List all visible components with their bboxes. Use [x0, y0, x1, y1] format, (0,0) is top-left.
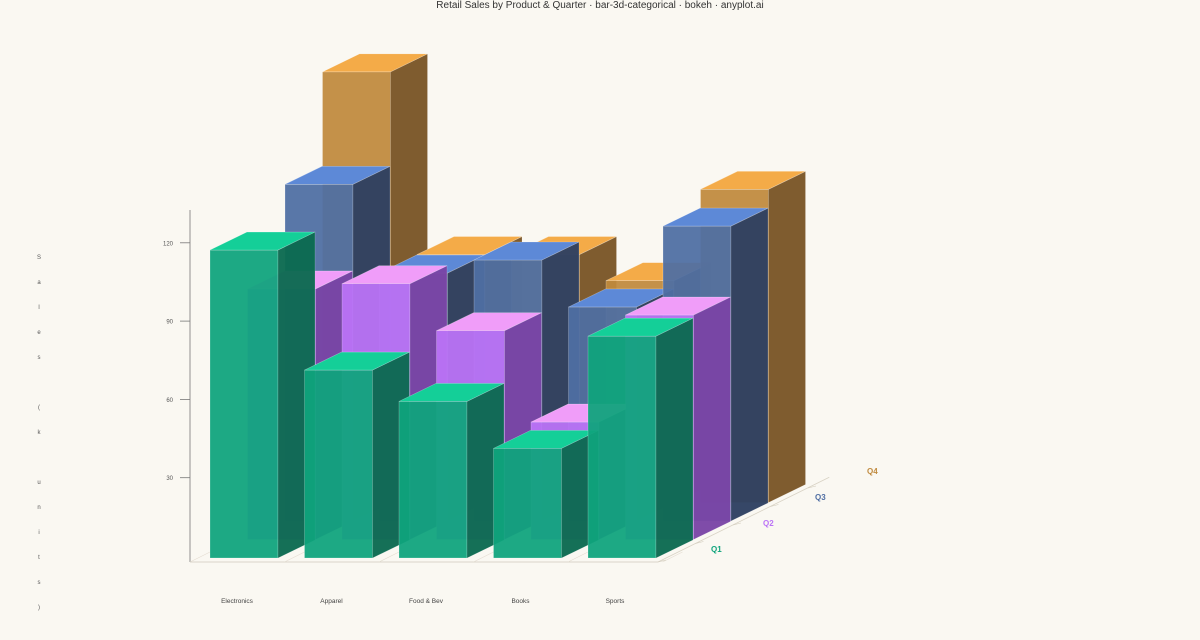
depth-tick [770, 504, 779, 507]
bar-top-face [284, 166, 391, 185]
y-axis-label-char: s [37, 580, 41, 586]
x-tick-label-electronics: Electronics [221, 598, 254, 605]
bar-front-face [304, 369, 373, 559]
series-q1 [209, 231, 694, 559]
y-axis-label-char: S [36, 255, 41, 261]
bar-side-face [655, 317, 694, 559]
bar-front-face [398, 401, 468, 559]
y-axis-label-char: e [37, 330, 41, 336]
y-axis-label-char: i [38, 530, 40, 536]
y-axis-label-char: ( [38, 405, 40, 411]
floor-grid-line [189, 551, 211, 563]
bar-top-face [416, 236, 523, 255]
bar-front-face [587, 335, 657, 559]
x-tick-label-apparel: Apparel [320, 598, 343, 605]
bar-top-face [322, 53, 428, 73]
y-tick-label: 90 [166, 320, 173, 326]
bar-top-face [341, 265, 448, 285]
depth-tick [807, 485, 817, 489]
y-axis-label-char: k [37, 430, 41, 436]
series-label-q1: Q1 [711, 545, 722, 554]
bar-top-face [398, 383, 505, 402]
axes: 30 60 90 120 Electronics Apparel Food & Bev Boo… [163, 210, 878, 605]
bar-top-face [587, 317, 694, 337]
y-axis-label-char: t [38, 555, 40, 561]
depth-tick [732, 522, 742, 526]
bar-front-face [493, 448, 562, 559]
y-tick-label: 120 [163, 241, 174, 247]
bar-front-face [209, 249, 279, 559]
bar-electronics-q1 [209, 231, 316, 559]
bars [209, 53, 806, 559]
bar-top-face [436, 312, 542, 332]
bar-top-face [625, 296, 731, 316]
series-label-q4: Q4 [867, 467, 878, 476]
y-tick-label: 30 [166, 476, 173, 482]
y-axis-label-char: u [37, 480, 41, 486]
x-tick-label-food-bev: Food & Bev [409, 598, 444, 605]
bar-top-face [473, 241, 580, 261]
x-tick-label-books: Books [511, 598, 530, 605]
y-axis-label-char: ) [38, 605, 40, 611]
series-label-q3: Q3 [815, 493, 826, 502]
series-label-q2: Q2 [763, 519, 774, 528]
floor-grid-line [284, 551, 305, 563]
y-axis-label-char: n [37, 505, 41, 511]
depth-tick [657, 559, 667, 563]
bar-side-face [730, 207, 769, 522]
bar-sports-q1 [587, 317, 694, 559]
bar-side-face [693, 296, 731, 540]
floor-grid-line [473, 551, 494, 563]
bar-top-face [662, 207, 769, 227]
depth-tick [695, 541, 704, 544]
bar-top-face [700, 171, 806, 190]
y-tick-label: 60 [166, 398, 173, 404]
bar-books-q1 [493, 429, 599, 559]
depth-axis-line [657, 476, 830, 563]
bar-top-face [209, 231, 316, 251]
y-axis-label-char: l [38, 305, 40, 311]
bar-food-bev-q1 [398, 382, 505, 559]
bar-apparel-q1 [304, 351, 410, 559]
bar-side-face [768, 170, 806, 503]
y-axis-label-char: a [37, 280, 41, 286]
floor-grid-line [378, 551, 400, 563]
y-axis-label-char: s [37, 355, 41, 361]
floor-grid-line [567, 551, 589, 563]
x-tick-label-sports: Sports [606, 598, 626, 605]
bar-top-face [304, 351, 410, 371]
chart-title: Retail Sales by Product & Quarter · bar-… [436, 0, 764, 11]
